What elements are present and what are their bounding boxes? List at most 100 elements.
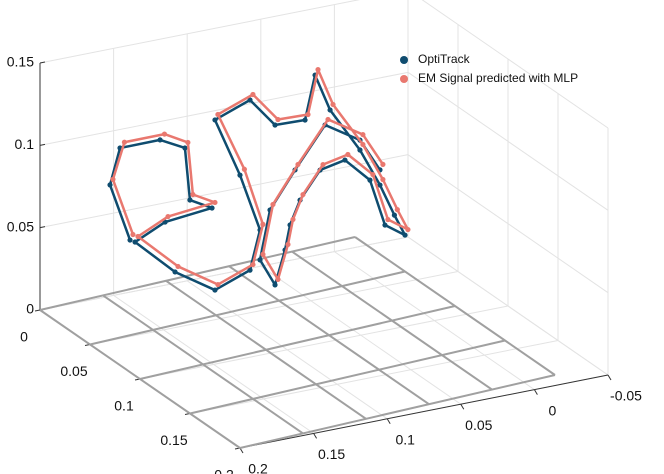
- point: [237, 172, 243, 178]
- board-line: [89, 270, 406, 346]
- point: [330, 101, 336, 108]
- z-tick-label: 0.1: [15, 136, 35, 152]
- point: [382, 222, 388, 228]
- y-tick: [607, 374, 612, 381]
- x-tick-label: 0.05: [60, 363, 87, 379]
- point: [320, 161, 326, 168]
- y-tick-label: 0.1: [395, 432, 415, 448]
- point: [172, 269, 178, 275]
- grid-line: [189, 340, 559, 414]
- point: [260, 251, 266, 257]
- point: [377, 182, 383, 188]
- y-tick: [460, 403, 465, 410]
- point: [135, 233, 141, 240]
- grid-line: [407, 154, 609, 294]
- z-tick: [39, 226, 46, 229]
- point: [257, 257, 263, 263]
- x-tick-label: 0: [20, 329, 28, 345]
- board-line: [39, 309, 241, 449]
- y-tick-label: 0.15: [318, 446, 345, 462]
- point: [187, 197, 193, 203]
- point: [315, 66, 321, 73]
- point: [275, 116, 281, 123]
- point: [175, 263, 181, 270]
- board-line: [39, 236, 356, 311]
- legend-label: OptiTrack: [418, 52, 471, 66]
- board-line: [139, 305, 456, 380]
- point: [345, 151, 351, 158]
- point: [190, 191, 196, 198]
- point: [272, 122, 278, 128]
- x-tick-label: 0.15: [160, 432, 187, 448]
- grid-line: [407, 71, 609, 211]
- grid-line: [39, 236, 409, 311]
- point: [360, 141, 366, 148]
- board-line: [354, 236, 556, 376]
- board-line: [239, 374, 556, 449]
- grid-line: [186, 280, 388, 420]
- point: [300, 191, 306, 198]
- grid-line: [113, 294, 314, 434]
- point: [215, 281, 221, 288]
- point: [127, 237, 133, 243]
- point: [342, 157, 348, 163]
- y-tick: [533, 389, 538, 395]
- point: [380, 176, 386, 183]
- grid-line: [39, 154, 409, 229]
- point: [391, 212, 397, 218]
- point: [209, 205, 215, 211]
- point: [360, 131, 366, 138]
- point: [367, 177, 373, 183]
- z-tick: [39, 143, 46, 146]
- point: [247, 97, 253, 103]
- point: [130, 231, 136, 238]
- point: [107, 182, 113, 188]
- point: [272, 282, 278, 288]
- point: [325, 116, 331, 123]
- trajectory: [108, 73, 407, 292]
- z-tick-label: 0: [26, 301, 34, 317]
- point: [250, 261, 256, 268]
- point: [157, 137, 163, 143]
- legend: OptiTrack EM Signal predicted with MLP: [400, 52, 578, 85]
- point: [212, 117, 218, 123]
- grid-line: [407, 236, 609, 376]
- point: [250, 91, 256, 98]
- board-line: [165, 279, 367, 420]
- point: [357, 147, 363, 153]
- point: [302, 117, 308, 123]
- legend-marker: [400, 56, 408, 64]
- x-tick-label: 0.2: [214, 467, 234, 474]
- axes-walls: 0 0.05 0.1 0.15 0.2 -0.05 0 0.05 0.1 0.15 0.2 0 0.05…: [7, 0, 642, 474]
- point: [405, 226, 411, 233]
- y-tick-label: 0.05: [465, 417, 492, 433]
- point: [385, 216, 391, 223]
- z-tick-label: 0.05: [7, 218, 34, 234]
- y-tick-label: 0: [549, 402, 557, 418]
- point: [185, 139, 191, 146]
- point: [305, 111, 311, 118]
- point: [285, 241, 291, 248]
- z-tick-label: 0.15: [7, 54, 34, 70]
- legend-label: EM Signal predicted with MLP: [418, 71, 578, 85]
- trajectory: [111, 68, 410, 286]
- point: [402, 232, 408, 238]
- grid-line: [39, 71, 409, 146]
- point: [327, 107, 333, 113]
- grid-line: [421, 0, 609, 129]
- grid-line: [39, 0, 361, 64]
- grid-line: [139, 305, 509, 380]
- point: [247, 267, 253, 273]
- board-line: [228, 265, 430, 406]
- x-tick: [34, 309, 41, 312]
- y-tick-label: -0.05: [610, 388, 642, 404]
- legend-marker: [400, 75, 408, 83]
- grid-line: [260, 265, 462, 405]
- point: [241, 166, 248, 172]
- floor-board: [39, 236, 556, 449]
- point: [215, 111, 221, 118]
- point: [110, 176, 116, 182]
- y-tick: [313, 433, 318, 439]
- point: [290, 216, 296, 223]
